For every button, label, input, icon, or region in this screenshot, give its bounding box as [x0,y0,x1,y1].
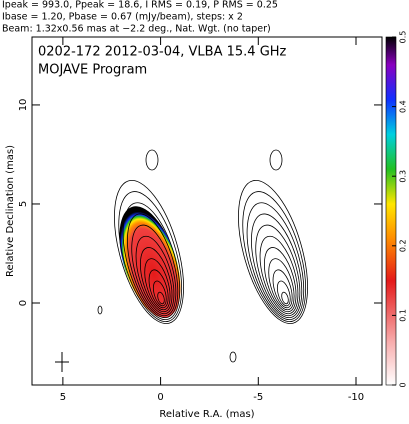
colorbar-tick-label: 0.4 [399,100,408,113]
contour [242,191,307,323]
contour [157,291,165,305]
contour [263,247,297,313]
contour [152,280,167,307]
chart-title: 0202-172 2012-03-04, VLBA 15.4 GHz [38,45,287,60]
x-tick-label: 0 [157,392,163,403]
contour [139,247,173,313]
y-tick-label: 0 [18,300,29,306]
x-tick-label: -10 [348,392,364,403]
colorbar [385,36,397,386]
contour [118,191,183,323]
image [97,149,308,363]
contour [259,235,299,315]
colorbar-tick-label: 0.5 [399,31,408,44]
contour [281,291,289,305]
contour [255,224,301,317]
header-line: Ibase = 1.20, Pbase = 0.67 (mJy/beam), s… [2,12,243,23]
contour [131,224,177,317]
contour [97,305,103,315]
contour [127,213,179,319]
chart-subtitle: MOJAVE Program [38,63,147,78]
plot-frame [31,36,383,386]
contour [148,269,169,309]
colorbar-tick-label: 0 [399,382,408,387]
contour [135,235,175,315]
colorbar-tick-label: 0.3 [399,170,408,183]
x-tick-label: -5 [253,392,263,403]
x-axis-label: Relative R.A. (mas) [159,409,254,420]
contour [145,149,159,171]
contour [246,202,305,321]
contour [238,180,308,324]
contour [229,351,237,363]
x-tick-label: 5 [60,392,66,403]
contour [144,258,171,311]
header-line: Beam: 1.32x0.56 mas at −2.2 deg., Nat. W… [2,24,271,35]
contours [97,149,308,363]
y-axis-label: Relative Declination (mas) [5,145,16,277]
contour [272,269,293,309]
colorbar-tick-label: 0.2 [399,239,408,252]
contour [251,213,303,319]
contour [114,180,184,324]
colorbar-tick-label: 0.1 [399,309,408,322]
contour [122,202,181,321]
beam [55,352,69,372]
contour [269,149,283,171]
y-tick-label: 10 [18,99,29,112]
contour [268,258,295,311]
header-line: Ipeak = 993.0, Ppeak = 18.6, I RMS = 0.1… [2,0,278,11]
contour [276,280,291,307]
y-tick-label: 5 [18,201,29,207]
